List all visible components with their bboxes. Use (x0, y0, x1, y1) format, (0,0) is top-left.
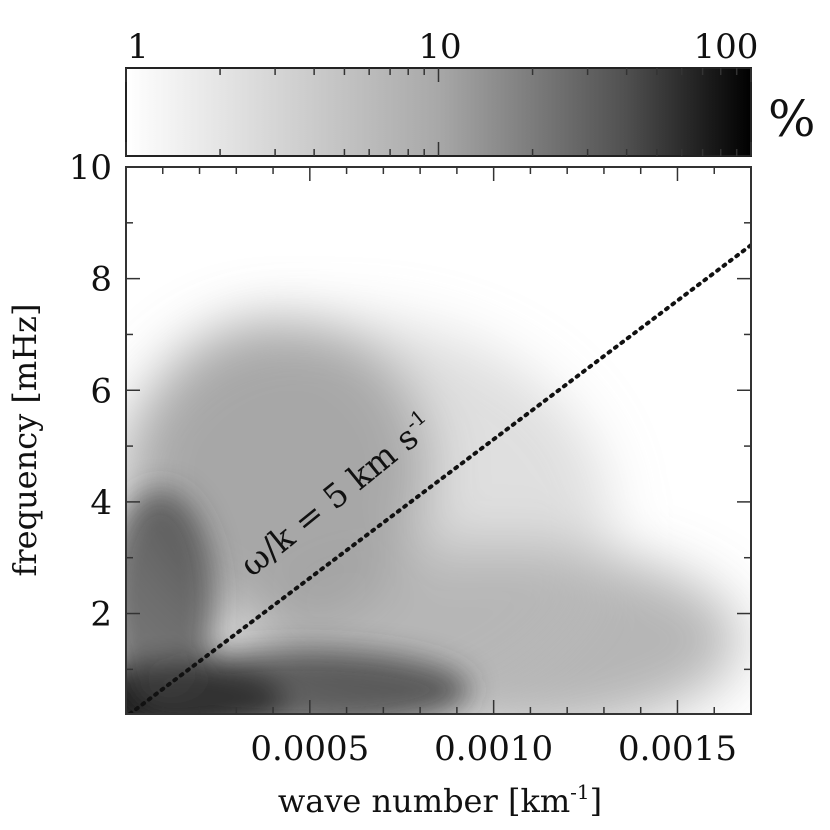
x-tick-label: 0.0005 (250, 729, 369, 769)
x-axis-ticks: 0.0005 0.0010 0.0015 (162, 167, 752, 769)
colorbar-tick-label-100: 100 (694, 27, 759, 67)
y-tick-label: 8 (90, 260, 112, 300)
y-tick-label: 6 (90, 371, 112, 411)
y-axis-ticks: 2 4 6 8 10 (69, 148, 751, 671)
y-axis-label: frequency [mHz] (6, 304, 44, 577)
x-axis-label: wave number [km-1] (278, 780, 602, 820)
phase-speed-line (127, 243, 751, 714)
heatmap-blob-low (130, 650, 470, 714)
heatmap-blob-left (126, 490, 215, 710)
x-axis-label-sup: -1 (570, 780, 589, 804)
colorbar-gradient (125, 67, 752, 157)
x-axis-label-main: wave number [km (278, 782, 570, 820)
colorbar-tick-label-1: 1 (127, 27, 149, 67)
heatmap (126, 167, 751, 714)
x-tick-label: 0.0010 (434, 729, 553, 769)
y-tick-label: 4 (90, 483, 112, 523)
plot-frame (125, 166, 752, 715)
x-tick-label: 0.0015 (618, 729, 737, 769)
y-tick-label: 2 (90, 595, 112, 635)
y-tick-label: 10 (69, 148, 112, 188)
colorbar: 1 10 100 % (125, 27, 816, 157)
colorbar-unit-label: % (768, 90, 816, 148)
colorbar-ticks (125, 68, 752, 156)
heatmap-blob-halo (126, 320, 610, 714)
colorbar-tick-label-10: 10 (418, 27, 461, 67)
x-axis-label-end: ] (590, 782, 602, 820)
